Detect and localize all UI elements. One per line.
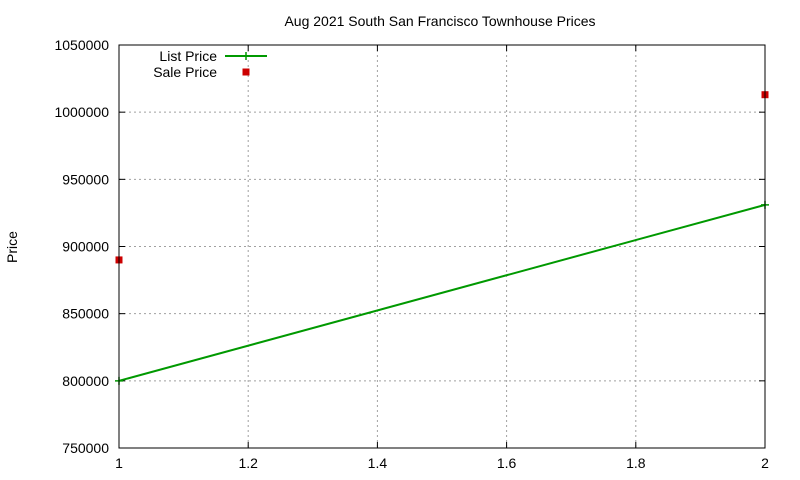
x-tick-label: 1.8 — [626, 455, 646, 471]
x-tick-label: 1 — [115, 455, 123, 471]
y-tick-label: 750000 — [62, 440, 109, 456]
legend-square-swatch — [242, 68, 250, 76]
y-tick-label: 1050000 — [54, 37, 109, 53]
legend-plus-marker — [242, 52, 250, 60]
y-tick-label: 850000 — [62, 306, 109, 322]
y-tick-label: 900000 — [62, 239, 109, 255]
x-tick-label: 1.2 — [238, 455, 258, 471]
y-tick-label: 800000 — [62, 373, 109, 389]
chart-title: Aug 2021 South San Francisco Townhouse P… — [284, 13, 595, 29]
y-axis-label: Price — [4, 231, 20, 263]
legend-label-1: Sale Price — [153, 64, 217, 80]
grid-lines — [119, 45, 765, 448]
legend-label-0: List Price — [159, 48, 217, 64]
data-series — [115, 91, 769, 385]
plot-area-border — [118, 44, 766, 449]
y-tick-label: 1000000 — [54, 104, 109, 120]
y-tick-label: 950000 — [62, 171, 109, 187]
x-tick-label: 1.6 — [497, 455, 517, 471]
x-tick-label: 1.4 — [368, 455, 388, 471]
axis-ticks: 750000 800000 850000 900000 950000 1000000 105… — [54, 37, 769, 471]
x-tick-label: 2 — [761, 455, 769, 471]
list-price-line — [118, 203, 766, 382]
